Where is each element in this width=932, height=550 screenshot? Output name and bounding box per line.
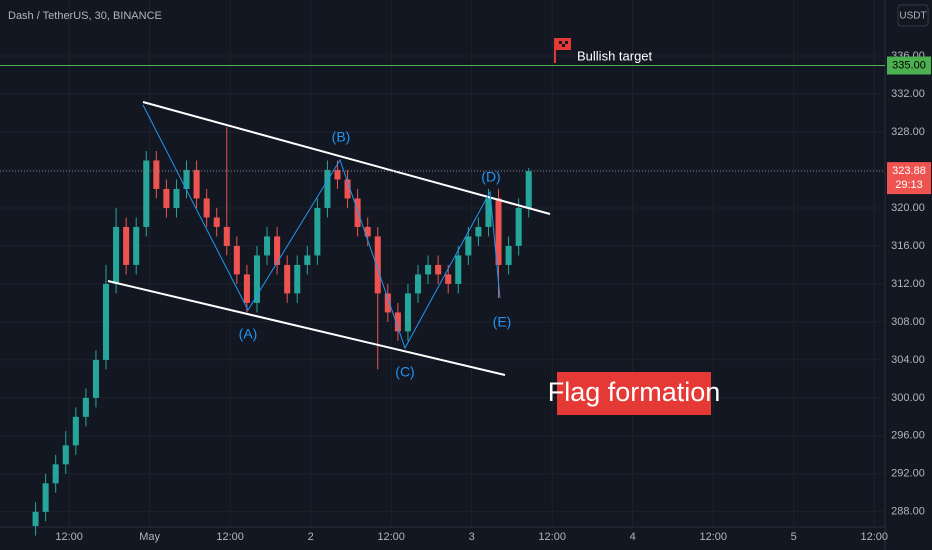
x-tick-label: 12:00	[699, 531, 727, 543]
candle-body	[82, 397, 89, 417]
candle-body	[364, 226, 371, 237]
candle-body	[143, 160, 150, 227]
candle-body	[243, 274, 250, 303]
candle-body	[384, 293, 391, 313]
candle-body	[42, 483, 49, 512]
upper-trendline	[142, 101, 551, 215]
candle-body	[334, 169, 341, 180]
candle-body	[274, 236, 281, 265]
candles	[32, 127, 532, 536]
candle-body	[505, 245, 512, 265]
x-tick-label: 4	[630, 531, 636, 543]
candle-body	[72, 416, 79, 446]
candle-body	[102, 283, 110, 360]
candle-body	[163, 188, 170, 208]
y-tick-label: 308.00	[891, 316, 925, 328]
x-tick-label: 12:00	[216, 531, 244, 543]
candle-body	[62, 445, 69, 465]
candle-body	[233, 245, 240, 275]
wave-label: (C)	[395, 364, 414, 380]
y-tick-label: 320.00	[891, 202, 925, 214]
candle-body	[445, 274, 452, 284]
y-tick-label: 304.00	[891, 354, 925, 366]
candle-body	[123, 226, 130, 265]
candle-body	[314, 207, 321, 256]
candle-body	[264, 236, 271, 256]
candle-body	[414, 274, 422, 294]
candle-body	[203, 198, 210, 218]
y-tick-label: 296.00	[891, 430, 925, 442]
candle-body	[183, 169, 190, 189]
symbol-title: Dash / TetherUS, 30, BINANCE	[8, 10, 162, 22]
last-price-label: 323.88	[892, 165, 926, 177]
candle-body	[515, 207, 522, 246]
candle-body	[223, 226, 230, 246]
target-text: Bullish target	[577, 48, 653, 63]
y-tick-label: 292.00	[891, 468, 925, 480]
candle-body	[52, 464, 59, 484]
x-tick-label: May	[139, 531, 160, 543]
candle-body	[294, 264, 301, 294]
candle-body	[253, 255, 260, 303]
currency-box[interactable]	[897, 4, 929, 27]
countdown-label: 29:13	[895, 179, 923, 191]
candle-body	[173, 188, 180, 208]
x-tick-label: 12:00	[860, 531, 888, 543]
candle-body	[284, 264, 291, 294]
candle-body	[354, 198, 361, 227]
x-tick-label: 2	[308, 531, 314, 543]
x-tick-label: 12:00	[55, 531, 83, 543]
wave-label: (A)	[239, 326, 258, 342]
y-tick-label: 316.00	[891, 240, 925, 252]
target-price-label: 335.00	[892, 59, 926, 71]
candle-body	[394, 312, 401, 332]
x-tick-label: 5	[791, 531, 797, 543]
candle-body	[344, 179, 351, 199]
candle-body	[304, 255, 311, 265]
y-tick-label: 288.00	[891, 506, 925, 518]
candle-body	[495, 198, 502, 265]
candle-body	[485, 198, 492, 227]
candle-body	[213, 217, 220, 227]
candle-body	[465, 236, 472, 256]
candle-body	[133, 226, 140, 265]
x-tick-label: 3	[469, 531, 475, 543]
wave-zigzag	[142, 104, 501, 350]
lower-trendline	[107, 280, 506, 376]
candle-body	[455, 255, 462, 284]
candle-body	[374, 236, 381, 294]
target-price-box	[887, 56, 931, 75]
candle-body	[475, 226, 482, 237]
currency[interactable]: USDT	[899, 11, 926, 22]
y-tick-label: 312.00	[891, 278, 925, 290]
pattern-box	[557, 372, 711, 415]
candle-body	[153, 160, 160, 189]
candle-body	[435, 264, 442, 275]
candle-body	[324, 169, 331, 208]
x-tick-label: 12:00	[538, 531, 566, 543]
x-tick-label: 12:00	[377, 531, 405, 543]
candle-body	[193, 169, 200, 199]
y-tick-label: 332.00	[891, 88, 925, 100]
wave-label: (B)	[332, 129, 351, 145]
y-tick-label: 300.00	[891, 392, 925, 404]
pattern-label: Flag formation	[548, 377, 721, 407]
wave-label: (D)	[481, 169, 500, 185]
flag-icon	[554, 38, 571, 63]
candle-body	[113, 226, 120, 284]
wave-label: (E)	[493, 314, 512, 330]
candle-body	[32, 511, 39, 527]
grid	[0, 0, 886, 550]
last-price-box	[887, 162, 931, 195]
candle-body	[425, 264, 432, 275]
candle-body	[92, 359, 99, 398]
y-tick-label: 328.00	[891, 126, 925, 138]
candle-body	[404, 293, 411, 332]
candle-body	[525, 171, 532, 208]
